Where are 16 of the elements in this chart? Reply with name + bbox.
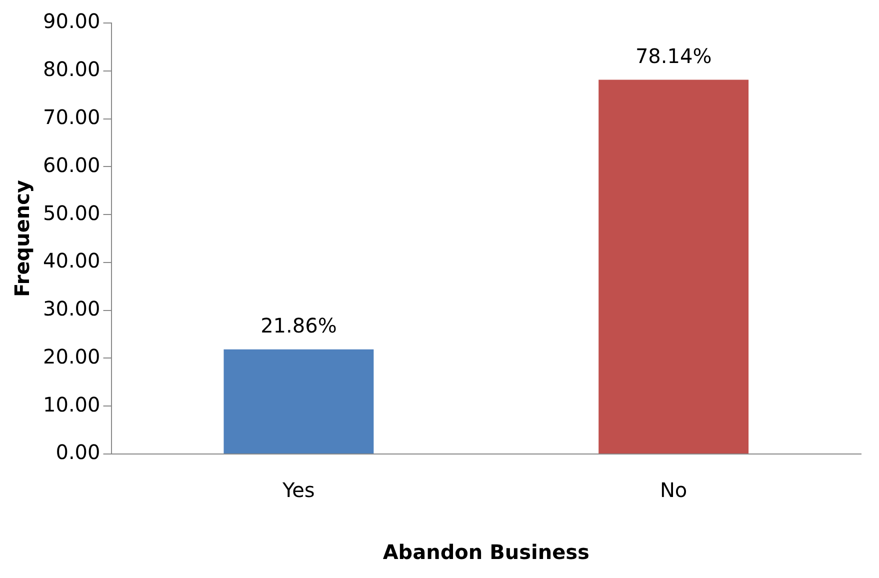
y-tick-label: 40.00	[42, 248, 100, 273]
y-tick-label: 30.00	[42, 296, 100, 321]
y-tick-label: 50.00	[42, 200, 100, 225]
y-tick-label: 90.00	[42, 9, 100, 34]
y-tick-label: 70.00	[42, 104, 100, 129]
data-label: 21.86%	[260, 314, 337, 338]
x-tick-label: Yes	[282, 478, 315, 502]
y-tick-label: 80.00	[42, 57, 100, 82]
y-tick-label: 10.00	[42, 392, 100, 416]
y-tick-label: 60.00	[42, 152, 100, 177]
x-axis-title: Abandon Business	[382, 540, 590, 564]
y-tick-label: 0.00	[56, 440, 100, 464]
y-axis-title: Frequency	[10, 180, 34, 298]
data-label: 78.14%	[635, 44, 712, 68]
y-tick-label: 20.00	[42, 344, 100, 368]
x-tick-label: No	[660, 478, 688, 502]
